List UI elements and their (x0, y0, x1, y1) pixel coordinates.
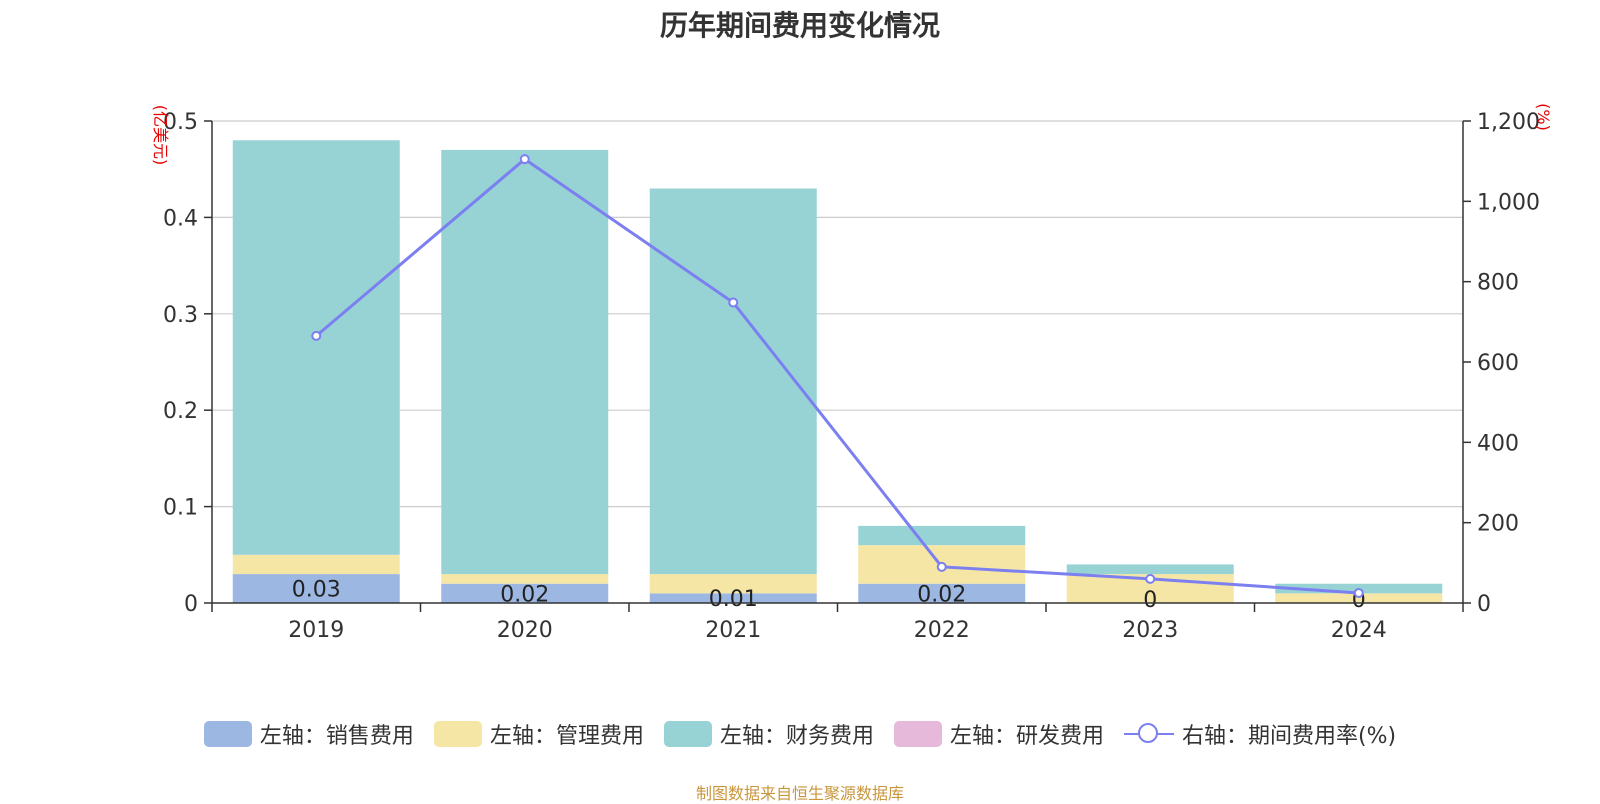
left-axis-tick-label: 0.2 (163, 399, 198, 424)
left-axis-tick-label: 0.5 (163, 110, 198, 135)
bar-segment (232, 140, 400, 555)
bar-segment (441, 574, 609, 584)
left-axis-unit: (亿美元) (151, 105, 170, 166)
line-point (519, 154, 530, 165)
x-axis-tick-label: 2024 (1331, 618, 1387, 643)
source-note: 制图数据来自恒生聚源数据库 (695, 784, 904, 803)
bar-data-label: 0 (1143, 588, 1157, 613)
bar-segment (232, 554, 400, 575)
legend-label: 左轴：管理费用 (489, 724, 644, 749)
right-axis-tick-label: 0 (1477, 592, 1491, 617)
bar-segment (649, 188, 817, 575)
left-axis-tick-label: 0.1 (163, 496, 198, 521)
bar-segment (858, 525, 1026, 546)
line-path (315, 157, 1359, 595)
line-point (936, 561, 947, 572)
legend-item[interactable]: 左轴：销售费用 (203, 718, 414, 750)
legend: 左轴：销售费用 左轴：管理费用 左轴：财务费用 左轴：研发费用 右轴：期间费用率(%) (0, 718, 1600, 750)
x-axis-tick-label: 2020 (497, 618, 553, 643)
legend-item[interactable]: 左轴：研发费用 (893, 718, 1104, 750)
right-axis-tick-label: 800 (1477, 271, 1519, 296)
legend-item[interactable]: 左轴：财务费用 (663, 718, 874, 750)
bars (232, 140, 1443, 603)
bar-segment (858, 583, 1026, 603)
line-point (1353, 587, 1364, 598)
line-series (311, 154, 1364, 598)
bar-segment (441, 583, 609, 603)
grid-lines (212, 120, 1463, 508)
legend-swatch (203, 721, 252, 747)
legend-swatch (893, 721, 942, 747)
right-axis-tick-label: 1,000 (1477, 190, 1540, 215)
line-point (311, 330, 322, 341)
bar-segment (649, 574, 817, 594)
bar-segment (441, 149, 609, 575)
legend-swatch (433, 721, 482, 747)
x-axis-tick-label: 2022 (914, 618, 970, 643)
legend-label: 右轴：期间费用率(%) (1181, 724, 1397, 749)
legend-label: 左轴：销售费用 (259, 724, 414, 749)
legend-label: 左轴：财务费用 (719, 724, 874, 749)
line-point (1145, 573, 1156, 584)
right-axis-tick-label: 400 (1477, 431, 1519, 456)
bar-segment (1066, 564, 1234, 575)
left-axis-tick-label: 0.4 (163, 206, 198, 231)
right-axis-tick-label: 1,200 (1477, 110, 1540, 135)
bar-segment (232, 574, 400, 603)
line-point (728, 297, 739, 308)
bar-data-label: 0.01 (709, 587, 758, 612)
right-axis-unit: (%) (1534, 103, 1553, 131)
legend-item[interactable]: 左轴：管理费用 (433, 718, 644, 750)
axes: 0 0.1 0.2 0.3 0.4 0.5 0 200 400 600 800 1,000 1,200 2… (163, 110, 1540, 643)
legend-swatch (1123, 721, 1174, 747)
legend-item[interactable]: 右轴：期间费用率(%) (1123, 718, 1397, 750)
bar-data-label: 0.03 (292, 578, 341, 603)
legend-swatch (663, 721, 712, 747)
legend-label: 左轴：研发费用 (949, 724, 1104, 749)
left-axis-tick-label: 0 (184, 592, 198, 617)
left-axis-tick-label: 0.3 (163, 303, 198, 328)
x-axis-tick-label: 2021 (705, 618, 761, 643)
right-axis-tick-label: 200 (1477, 512, 1519, 537)
chart-title: 历年期间费用变化情况 (659, 9, 940, 42)
right-axis-tick-label: 600 (1477, 351, 1519, 376)
bar-segment (1275, 593, 1443, 603)
x-axis-tick-label: 2019 (288, 618, 344, 643)
bar-segment (649, 593, 817, 603)
x-axis-tick-label: 2023 (1122, 618, 1178, 643)
